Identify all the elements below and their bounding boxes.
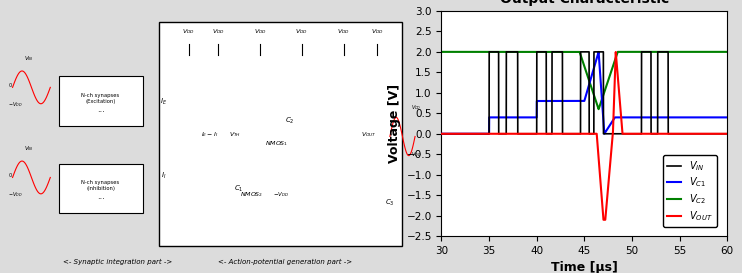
Text: $V_{IN}$: $V_{IN}$ xyxy=(24,144,34,153)
Text: $V_{IN}$: $V_{IN}$ xyxy=(24,54,34,63)
Text: $-V_{DD}$: $-V_{DD}$ xyxy=(407,150,421,159)
Text: $V_{DD}$: $V_{DD}$ xyxy=(411,103,421,112)
Text: $V_{DD}$: $V_{DD}$ xyxy=(338,27,350,36)
Text: $I_E$: $I_E$ xyxy=(160,97,167,107)
FancyBboxPatch shape xyxy=(59,76,142,126)
Text: $V_{DD}$: $V_{DD}$ xyxy=(371,27,384,36)
Text: $V_{DD}$: $V_{DD}$ xyxy=(254,27,266,36)
Text: $V_{OUT}$: $V_{OUT}$ xyxy=(361,130,377,140)
Text: N-ch synapses
(Excitation): N-ch synapses (Excitation) xyxy=(82,93,119,104)
Text: $NMOS_2$: $NMOS_2$ xyxy=(240,191,263,200)
Text: 0: 0 xyxy=(8,83,12,88)
Text: $I_I$: $I_I$ xyxy=(161,170,166,181)
Text: <- Action-potential generation part ->: <- Action-potential generation part -> xyxy=(218,259,352,265)
Text: $V_{DD}$: $V_{DD}$ xyxy=(211,27,224,36)
Text: $V_{TH}$: $V_{TH}$ xyxy=(229,130,241,140)
Text: $C_1$: $C_1$ xyxy=(234,184,243,194)
Text: ...: ... xyxy=(96,192,105,201)
Text: $V_{DD}$: $V_{DD}$ xyxy=(183,27,195,36)
Text: ...: ... xyxy=(96,105,105,114)
Text: 0: 0 xyxy=(8,173,12,179)
Text: $-V_{DD}$: $-V_{DD}$ xyxy=(273,191,289,200)
Text: $-V_{DD}$: $-V_{DD}$ xyxy=(8,191,23,200)
Text: $C_2$: $C_2$ xyxy=(284,116,294,126)
Title: Output Characteristic: Output Characteristic xyxy=(499,0,669,5)
Text: <- Synaptic integration part ->: <- Synaptic integration part -> xyxy=(63,259,172,265)
Y-axis label: Voltage [V]: Voltage [V] xyxy=(388,84,401,163)
FancyBboxPatch shape xyxy=(59,164,142,213)
Text: $NMOS_1$: $NMOS_1$ xyxy=(265,139,289,148)
Text: $-V_{DD}$: $-V_{DD}$ xyxy=(8,100,23,109)
Text: $C_3$: $C_3$ xyxy=(385,198,395,208)
Text: N-ch synapses
(Inhibition): N-ch synapses (Inhibition) xyxy=(82,180,119,191)
Text: $I_E - I_I$: $I_E - I_I$ xyxy=(201,130,218,140)
FancyBboxPatch shape xyxy=(160,22,402,246)
X-axis label: Time [μs]: Time [μs] xyxy=(551,262,618,273)
Legend: $V_{IN}$, $V_{C1}$, $V_{C2}$, $V_{OUT}$: $V_{IN}$, $V_{C1}$, $V_{C2}$, $V_{OUT}$ xyxy=(663,155,717,227)
Text: $V_{DD}$: $V_{DD}$ xyxy=(295,27,308,36)
